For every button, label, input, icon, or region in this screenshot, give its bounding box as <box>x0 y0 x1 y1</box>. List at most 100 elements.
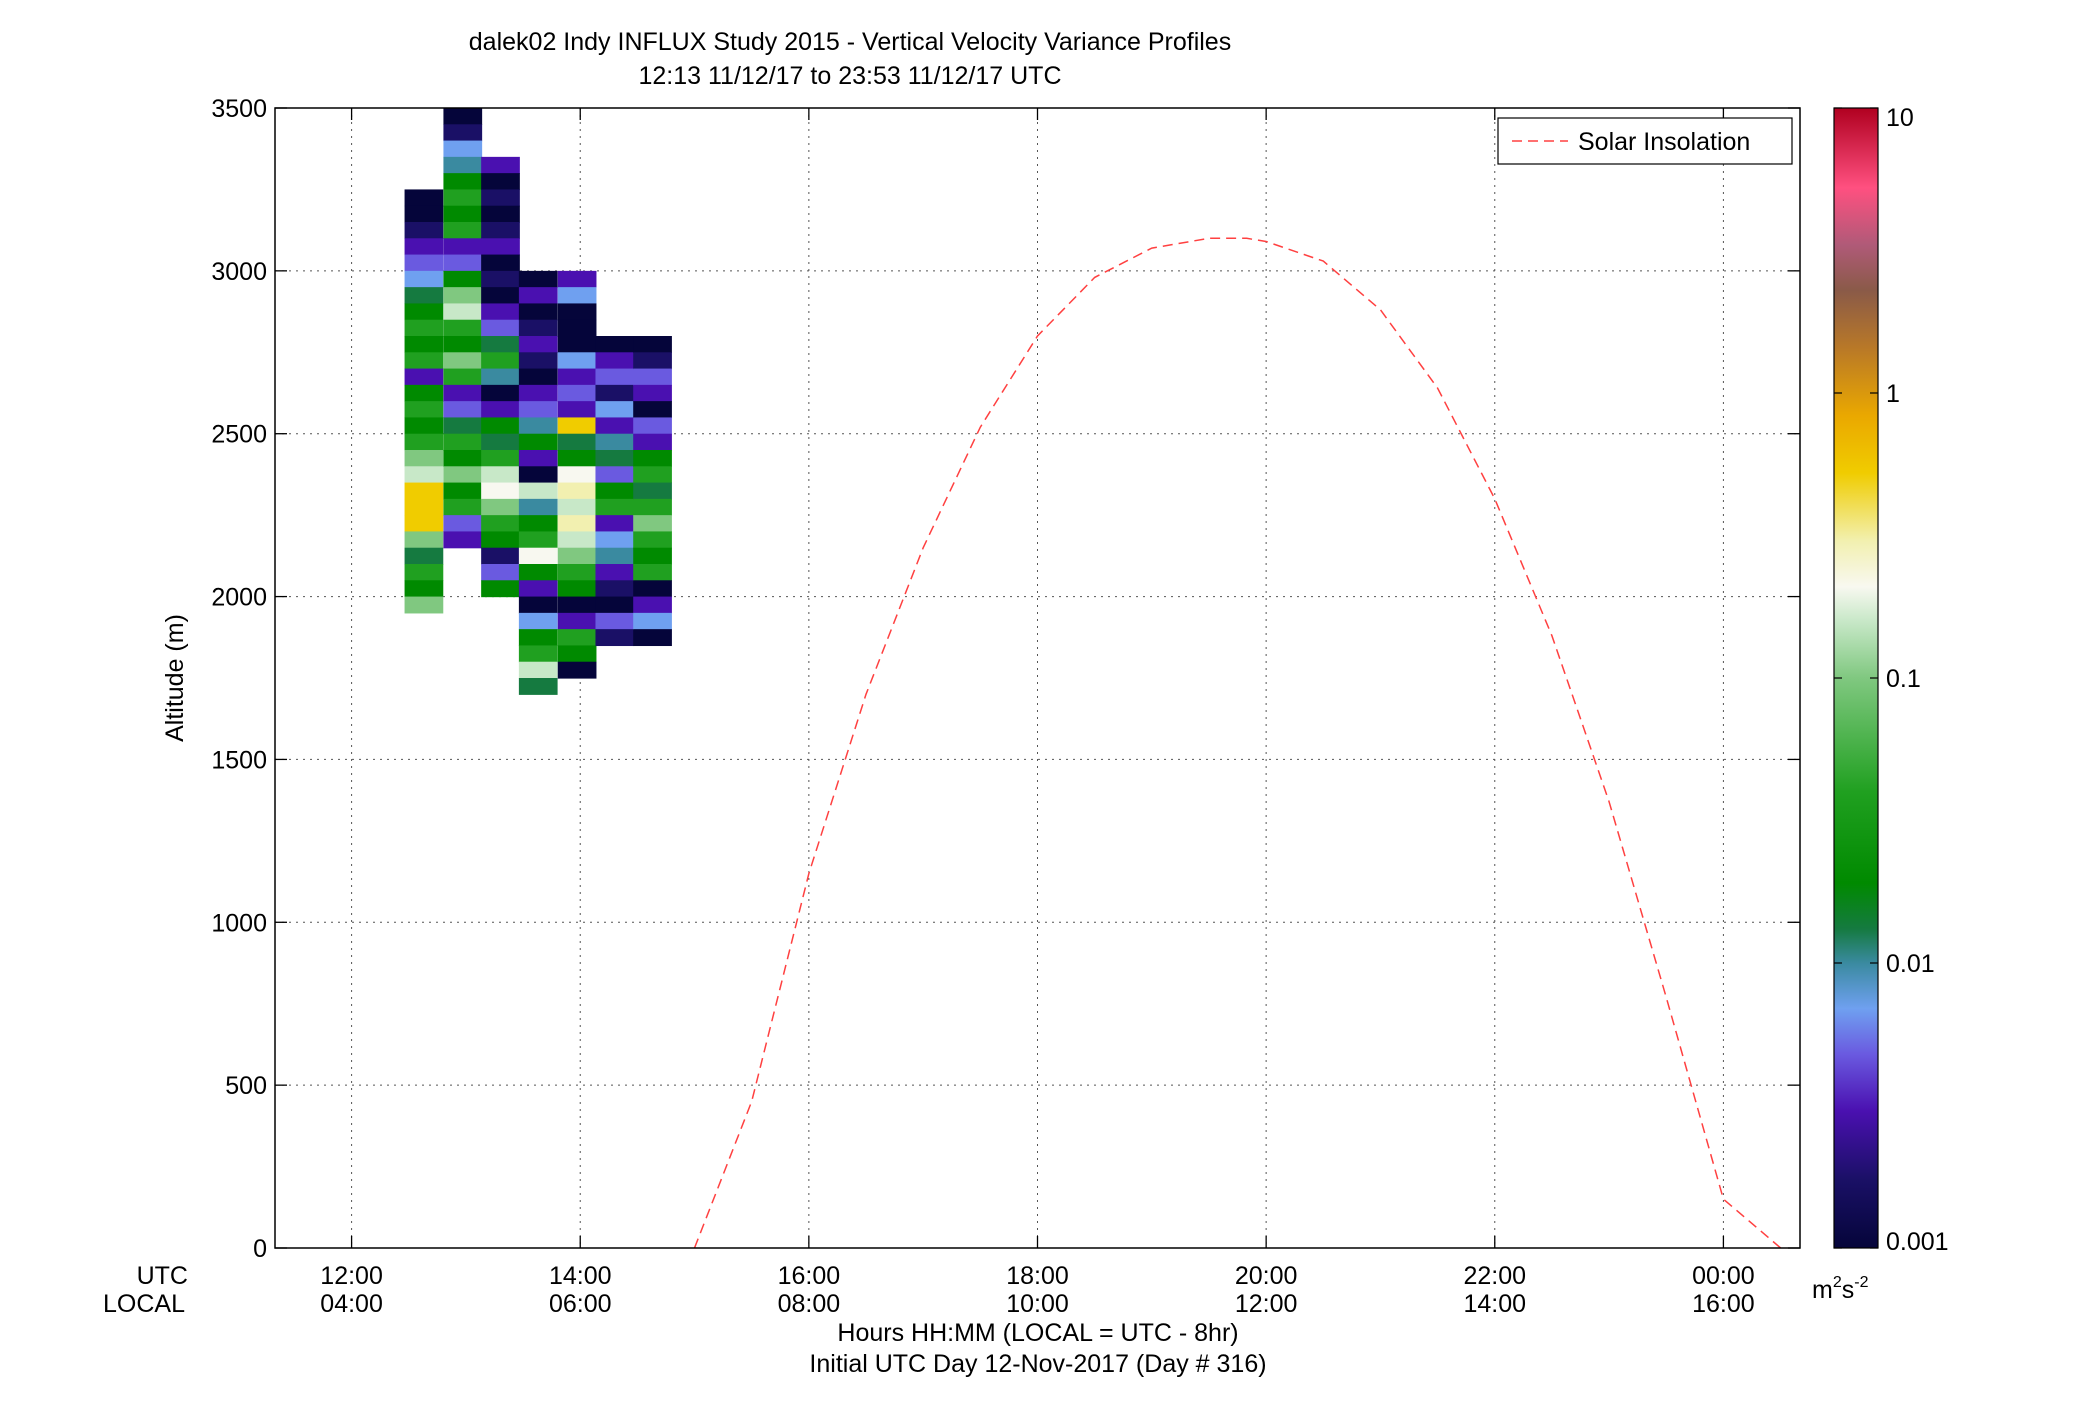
variance-cell <box>595 612 635 630</box>
variance-cell <box>481 270 520 288</box>
variance-cell <box>595 596 635 614</box>
variance-cell <box>518 645 558 663</box>
variance-cell <box>481 580 520 598</box>
variance-cell <box>557 531 597 549</box>
variance-cell <box>481 336 520 353</box>
variance-cell <box>481 205 520 223</box>
colorbar-tick-label: 0.1 <box>1886 665 1921 693</box>
variance-cell <box>404 352 444 370</box>
colorbar-unit-sup1: 2 <box>1833 1274 1842 1291</box>
variance-cell <box>595 352 635 370</box>
variance-cell <box>557 482 597 500</box>
variance-cell <box>518 547 558 565</box>
y-tick-label: 2500 <box>211 421 267 449</box>
variance-cell <box>481 173 520 191</box>
variance-cell <box>404 270 444 288</box>
variance-cell <box>481 254 520 272</box>
variance-cell <box>633 336 672 353</box>
colorbar-unit-mid: s <box>1842 1276 1855 1304</box>
variance-cell <box>633 564 672 581</box>
variance-cell <box>518 498 558 516</box>
variance-cell <box>443 108 483 125</box>
variance-cells <box>404 108 672 695</box>
variance-cell <box>481 547 520 565</box>
variance-cell <box>404 547 444 565</box>
variance-cell <box>481 498 520 516</box>
variance-cell <box>518 417 558 435</box>
variance-cell <box>595 564 635 581</box>
variance-cell <box>518 661 558 679</box>
variance-cell <box>518 629 558 647</box>
variance-cell <box>633 531 672 549</box>
variance-cell <box>557 384 597 402</box>
variance-cell <box>518 450 558 467</box>
variance-cell <box>518 352 558 370</box>
variance-cell <box>557 629 597 647</box>
variance-cell <box>404 303 444 321</box>
variance-cell <box>518 596 558 614</box>
x-tick-label-utc: 20:00 <box>1235 1262 1298 1290</box>
variance-cell <box>557 612 597 630</box>
variance-cell <box>443 515 483 533</box>
variance-cell <box>633 629 672 647</box>
variance-cell <box>518 564 558 581</box>
variance-cell <box>404 401 444 419</box>
variance-cell <box>443 498 483 516</box>
variance-cell <box>443 482 483 500</box>
variance-cell <box>481 352 520 370</box>
variance-cell <box>443 401 483 419</box>
variance-cell <box>557 287 597 305</box>
variance-cell <box>518 612 558 630</box>
variance-cell <box>443 450 483 467</box>
variance-cell <box>633 401 672 419</box>
variance-cell <box>518 515 558 533</box>
x-row-label-utc: UTC <box>137 1262 188 1290</box>
variance-cell <box>595 433 635 451</box>
variance-cell <box>518 287 558 305</box>
y-tick-label: 1000 <box>211 909 267 937</box>
colorbar-tick-label: 10 <box>1886 104 1914 132</box>
variance-cell <box>595 580 635 598</box>
variance-cell <box>557 645 597 663</box>
colorbar-unit: m2s-2 <box>1812 1274 1869 1304</box>
variance-cell <box>595 401 635 419</box>
variance-cell <box>481 384 520 402</box>
variance-cell <box>557 433 597 451</box>
variance-cell <box>404 531 444 549</box>
variance-cell <box>557 319 597 337</box>
variance-cell <box>518 531 558 549</box>
variance-cell <box>481 401 520 419</box>
x-axis-ticks: 12:0004:0014:0006:0016:0008:0018:0010:00… <box>320 108 1755 1318</box>
x-axis-label-secondary: Initial UTC Day 12-Nov-2017 (Day # 316) <box>809 1350 1266 1378</box>
variance-cell <box>595 466 635 484</box>
y-tick-label: 3500 <box>211 95 267 123</box>
variance-cell <box>404 254 444 272</box>
variance-cell <box>443 466 483 484</box>
variance-cell <box>518 368 558 386</box>
variance-cell <box>404 205 444 223</box>
variance-cell <box>443 124 483 142</box>
variance-cell <box>557 303 597 321</box>
variance-cell <box>595 531 635 549</box>
variance-cell <box>557 661 597 679</box>
variance-cell <box>557 368 597 386</box>
variance-cell <box>443 254 483 272</box>
variance-cell <box>518 482 558 500</box>
variance-cell <box>404 287 444 305</box>
chart-subtitle: 12:13 11/12/17 to 23:53 11/12/17 UTC <box>639 62 1062 90</box>
colorbar-unit-base: m <box>1812 1276 1833 1304</box>
variance-cell <box>633 498 672 516</box>
variance-cell <box>443 336 483 353</box>
variance-cell <box>404 238 444 256</box>
variance-cell <box>557 547 597 565</box>
variance-cell <box>481 466 520 484</box>
variance-cell <box>443 368 483 386</box>
colorbar-ticks: 0.001 0.01 0.1 1 10 <box>1834 104 1949 1256</box>
variance-cell <box>518 466 558 484</box>
variance-cell <box>633 596 672 614</box>
variance-cell <box>633 352 672 370</box>
colorbar-tick-label: 0.001 <box>1886 1228 1949 1256</box>
variance-cell <box>518 678 558 695</box>
x-tick-label-utc: 16:00 <box>778 1262 841 1290</box>
x-tick-label-utc: 22:00 <box>1463 1262 1526 1290</box>
